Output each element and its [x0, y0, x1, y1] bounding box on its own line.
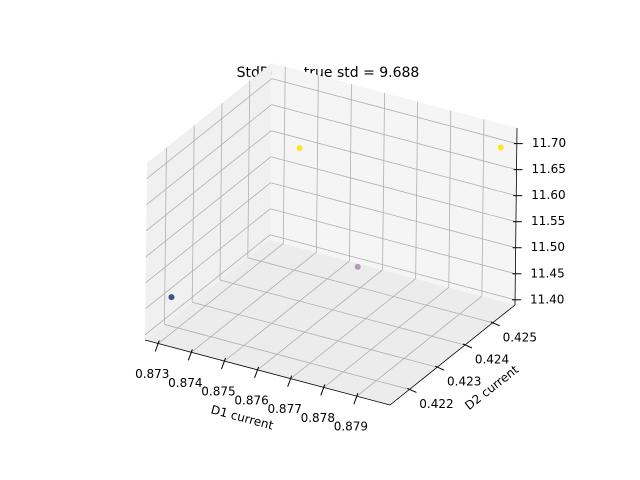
grid-line: [192, 301, 438, 368]
x-tick: [154, 340, 160, 352]
x-tick-label: 0.875: [201, 385, 235, 399]
grid-line: [219, 102, 223, 281]
grid-line: [257, 269, 383, 371]
grid-line: [146, 104, 272, 205]
grid-line: [145, 208, 271, 310]
grid-line: [349, 84, 352, 262]
z-tick-label: 11.60: [531, 188, 565, 202]
z-tick-label: 11.40: [530, 292, 564, 306]
y-tick-label: 0.425: [503, 330, 537, 344]
y-tick: [490, 321, 500, 327]
grid-line: [270, 208, 516, 275]
x-tick-label: 0.876: [234, 393, 268, 407]
grid-line: [271, 78, 517, 145]
grid-line: [271, 130, 517, 197]
x-tick-label: 0.877: [267, 402, 301, 416]
grid-line: [481, 119, 485, 297]
x-tick-label: 0.874: [168, 376, 202, 390]
grid-line: [269, 234, 516, 301]
x-tick: [287, 375, 293, 387]
floor-pane: [145, 240, 515, 405]
grid-line: [247, 80, 251, 258]
grid-line: [191, 251, 317, 353]
x-tick: [220, 357, 226, 370]
z-tick-label: 11.55: [531, 214, 565, 228]
z-tick-label: 11.50: [531, 240, 565, 254]
x-tick: [320, 384, 326, 396]
z-axis-line: [514, 127, 518, 306]
y-tick: [462, 343, 473, 349]
grid-line: [146, 78, 273, 179]
y-tick: [407, 387, 417, 393]
grid-line: [356, 295, 483, 397]
z-tick-label: 11.70: [532, 136, 566, 150]
grid-line: [145, 130, 272, 231]
grid-line: [282, 66, 286, 244]
grid-line: [270, 156, 517, 223]
grid-line: [219, 279, 466, 346]
grid-line: [144, 234, 271, 336]
grid-line: [271, 104, 517, 171]
y-tick: [435, 365, 445, 371]
grid-line: [164, 147, 167, 325]
grid-line: [290, 278, 416, 379]
x-tick: [187, 349, 193, 361]
grid-line: [224, 260, 350, 362]
grid-line: [164, 324, 410, 390]
x-axis-line: [144, 339, 391, 406]
y-axis-line: [389, 304, 516, 406]
grid-line: [145, 156, 272, 258]
grid-line: [191, 125, 195, 303]
z-tick-label: 11.65: [532, 162, 566, 176]
grid-line: [247, 257, 493, 324]
grid-line: [270, 182, 516, 249]
grid-line: [415, 101, 419, 279]
grid-line: [145, 182, 271, 284]
point: [497, 144, 504, 151]
x-tick-label: 0.879: [334, 420, 368, 434]
x-tick: [254, 366, 260, 379]
point: [354, 263, 361, 270]
grid-line: [323, 287, 450, 388]
x-tick: [353, 393, 359, 405]
back-pane: [270, 63, 517, 305]
x-tick-label: 0.878: [301, 411, 335, 425]
z-tick-label: 11.45: [530, 266, 564, 280]
y-tick-label: 0.422: [419, 397, 453, 411]
grid-line: [315, 75, 319, 253]
left-pane: [145, 63, 272, 340]
point: [296, 145, 303, 152]
grid-line: [157, 243, 284, 344]
y-tick-label: 0.423: [447, 375, 481, 389]
grid-line: [448, 110, 452, 288]
grid-line: [382, 92, 385, 270]
x-tick-label: 0.873: [135, 367, 169, 381]
point: [168, 294, 175, 301]
y-tick-label: 0.424: [475, 353, 509, 367]
